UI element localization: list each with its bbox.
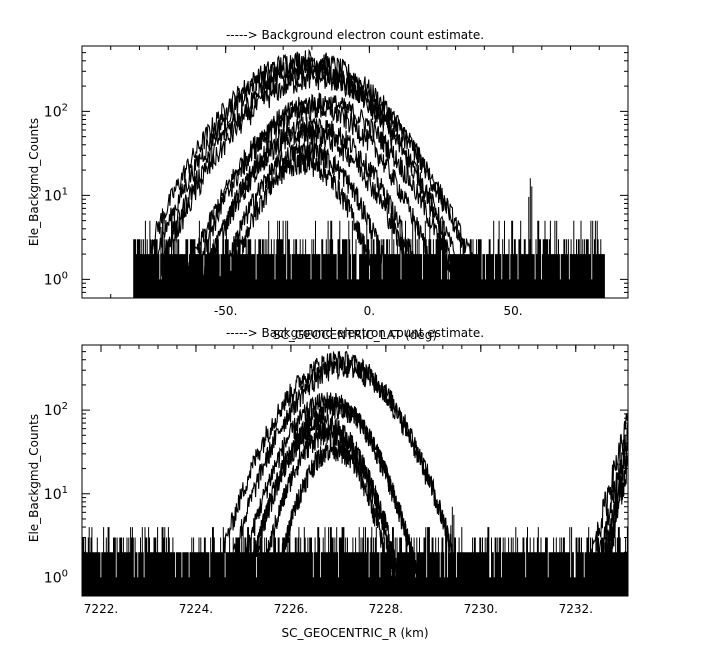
plot-frame [81, 344, 629, 597]
series-line [594, 420, 628, 581]
series-line [189, 124, 429, 294]
x-axis-label: SC_GEOCENTRIC_R (km) [282, 626, 429, 640]
data-layer [133, 48, 605, 298]
series-line [237, 392, 421, 591]
series-line [233, 357, 454, 558]
data-layer [82, 350, 628, 596]
y-tick-label: 100 [44, 568, 68, 586]
noise-floor [82, 527, 628, 596]
y-axis-label: Ele_Backgmd_Counts [27, 414, 41, 542]
series-line [185, 97, 444, 293]
x-tick-label: 7222. [84, 602, 118, 616]
axes: 7222. 7224. 7226. 7228. 7230. 7232. 100 101 102 [44, 344, 628, 616]
series-line [211, 152, 396, 293]
y-tick-label: 100 [44, 270, 68, 288]
series-line [603, 455, 628, 586]
x-tick-label: 7230. [464, 602, 498, 616]
chart-title: -----> Background electron count estimat… [226, 28, 484, 42]
x-tick-label: -50. [214, 304, 237, 318]
x-tick-label: 0. [364, 304, 375, 318]
x-tick-label: 50. [504, 304, 523, 318]
y-tick-label: 101 [44, 485, 68, 503]
series-line [598, 442, 628, 587]
panel-bottom: -----> Background electron count estimat… [27, 326, 629, 640]
series-line [252, 422, 405, 591]
y-tick-label: 102 [44, 401, 68, 419]
x-axis-label: SC_GEOCENTRIC_LAT (deg) [273, 328, 437, 342]
y-axis-label: Ele_Backgmd_Counts [27, 118, 41, 246]
panel-top: -----> Background electron count estimat… [27, 28, 629, 342]
y-tick-label: 101 [44, 186, 68, 204]
y-tick-label: 102 [44, 102, 68, 120]
chart-title: -----> Background electron count estimat… [226, 326, 484, 340]
spike-mark [528, 178, 533, 298]
series-line [265, 438, 402, 591]
axes: -50. 0. 50. 100 101 102 [44, 45, 629, 318]
plot-frame [81, 45, 629, 299]
series-line [182, 92, 460, 293]
x-tick-label: 7228. [369, 602, 403, 616]
series-line [244, 397, 422, 591]
x-tick-label: 7224. [179, 602, 213, 616]
x-tick-label: 7226. [274, 602, 308, 616]
noise-floor [133, 220, 605, 298]
series-line [160, 68, 475, 277]
x-tick-label: 7232. [559, 602, 593, 616]
series-line [205, 141, 408, 293]
